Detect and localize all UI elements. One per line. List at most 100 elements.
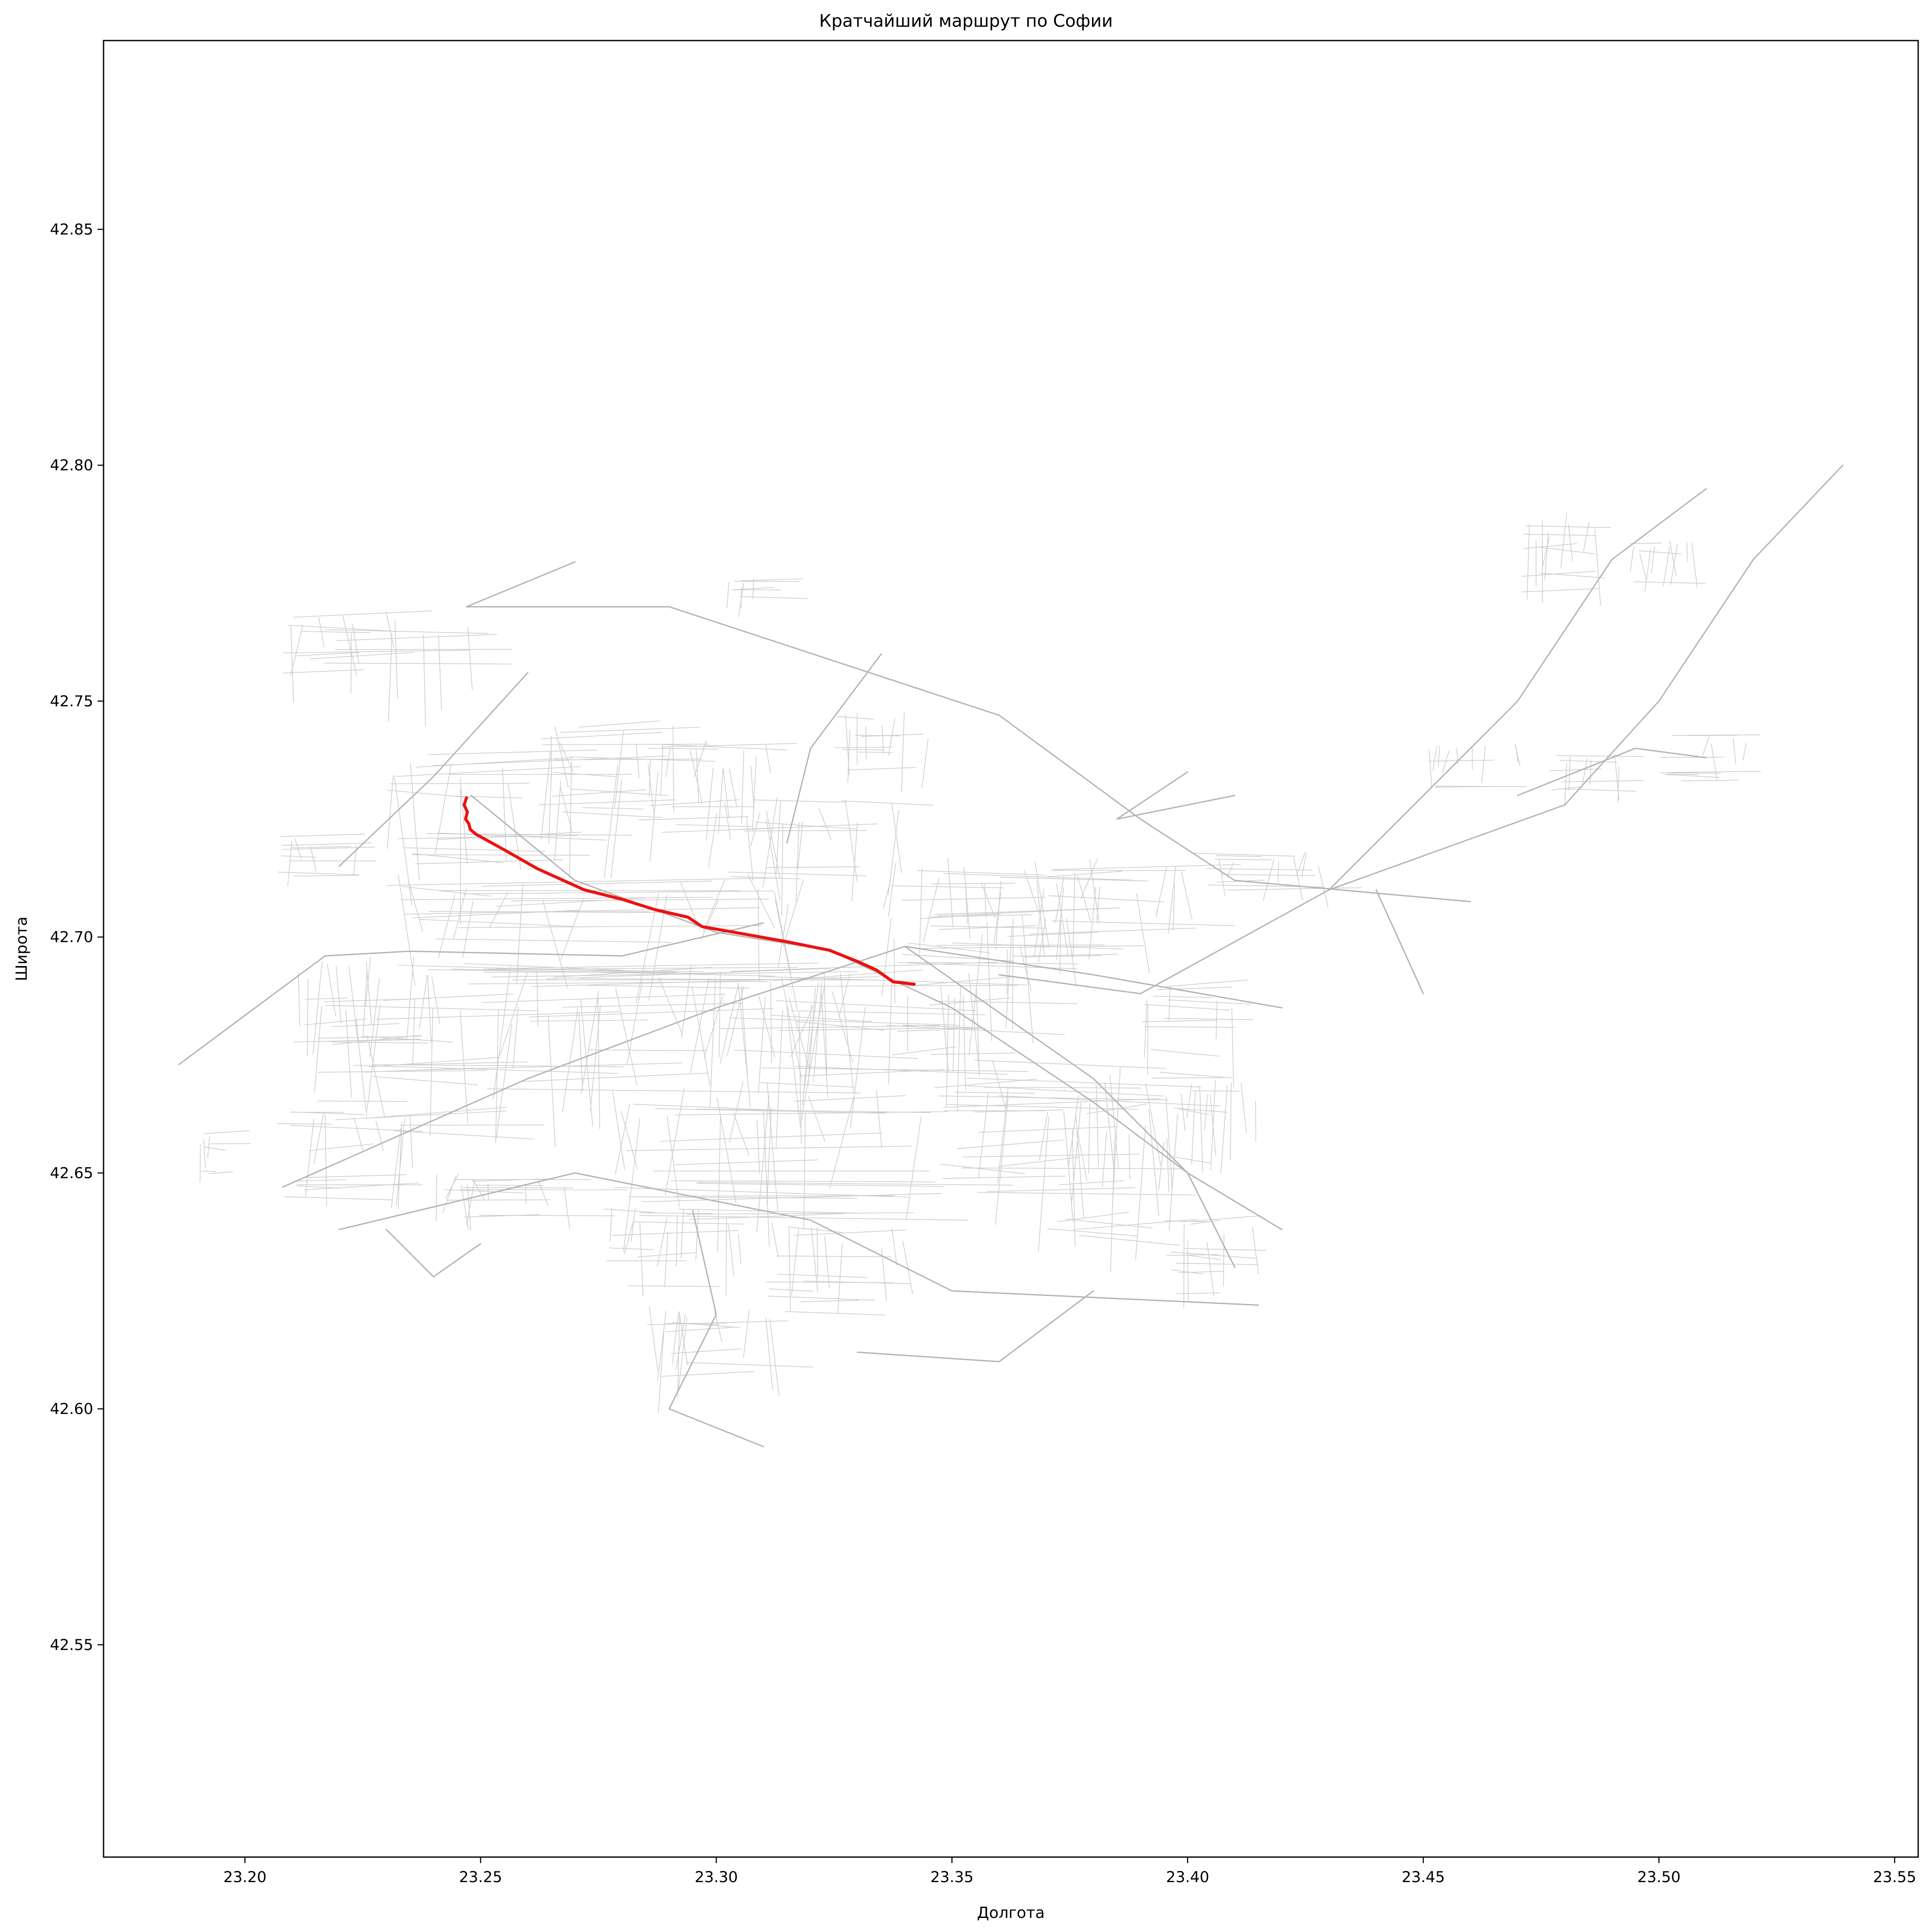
street-segment: [1174, 1107, 1209, 1115]
street-segment: [940, 1164, 1026, 1174]
street-segment: [1670, 544, 1678, 585]
street-segment: [995, 1097, 1009, 1225]
street-segment: [365, 961, 372, 1026]
street-segment: [774, 891, 792, 975]
street-segment: [1589, 760, 1592, 785]
street-segment: [204, 1130, 250, 1134]
street-segment: [302, 631, 370, 633]
street-segment: [615, 988, 638, 1086]
street-segment: [839, 973, 850, 1017]
street-segment: [318, 1070, 486, 1073]
street-segment: [648, 748, 719, 749]
street-segment: [542, 743, 709, 745]
street-segment: [1104, 1082, 1114, 1171]
street-segment: [610, 779, 622, 878]
street-segment: [1039, 1111, 1048, 1161]
street-segment: [391, 1127, 401, 1208]
street-segment: [1063, 1110, 1073, 1222]
street-segment: [1112, 1067, 1121, 1205]
street-segment: [293, 610, 433, 618]
street-segment: [396, 1118, 406, 1206]
street-segment: [529, 1008, 774, 1017]
street-segment: [907, 962, 1079, 964]
street-segment: [1168, 866, 1176, 934]
street-segment: [1215, 1001, 1218, 1039]
street-segment: [821, 991, 828, 1098]
street-segment: [670, 1180, 935, 1182]
street-segment: [1240, 1083, 1247, 1133]
street-segment: [281, 842, 371, 846]
street-segment: [1171, 1269, 1204, 1275]
street-segment: [969, 933, 983, 1055]
street-segment: [765, 1318, 773, 1390]
street-district: [647, 1306, 813, 1413]
street-segment: [1056, 883, 1069, 956]
street-segment: [664, 1231, 668, 1288]
street-district: [1165, 1080, 1256, 1190]
street-segment: [296, 652, 360, 656]
street-segment: [649, 1306, 658, 1371]
street-segment: [767, 1295, 875, 1301]
street-segment: [1278, 861, 1279, 882]
street-segment: [305, 1119, 315, 1197]
street-district: [538, 721, 716, 841]
street-segment: [1158, 1142, 1164, 1191]
street-segment: [977, 1192, 1195, 1196]
street-segment: [345, 1009, 352, 1098]
street-segment: [797, 822, 803, 869]
street-segment: [1523, 534, 1595, 536]
street-segment: [1171, 1251, 1257, 1259]
street-segment: [628, 1196, 857, 1199]
street-segment: [791, 1227, 799, 1295]
street-segment: [538, 799, 676, 805]
street-segment: [1296, 852, 1306, 876]
street-segment: [467, 627, 473, 690]
street-segment: [553, 772, 616, 777]
street-segment: [824, 972, 828, 1075]
street-segment: [536, 971, 538, 1026]
street-segment: [463, 1187, 574, 1189]
street-segment: [1019, 947, 1032, 992]
street-segment: [1145, 1083, 1161, 1165]
street-segment: [783, 879, 804, 947]
street-segment: [981, 882, 996, 919]
street-segment: [957, 1140, 1064, 1149]
street-segment: [580, 991, 599, 1095]
street-segment: [1144, 999, 1148, 1058]
street-segment: [287, 841, 292, 886]
street-segment: [1617, 766, 1620, 803]
street-segment: [416, 757, 573, 768]
street-segment: [729, 768, 737, 808]
street-segment: [1075, 1114, 1084, 1218]
street-segment: [431, 976, 440, 1024]
street-segment: [1109, 1075, 1119, 1168]
street-segment: [1178, 1271, 1224, 1273]
street-segment: [658, 1325, 665, 1413]
street-segment: [1231, 1008, 1234, 1087]
x-axis-label: Долгота: [977, 1904, 1045, 1922]
street-segment: [1559, 760, 1617, 763]
street-segment: [1263, 859, 1274, 901]
street-segment: [771, 1015, 872, 1022]
street-segment: [560, 727, 700, 733]
street-segment: [461, 1184, 469, 1231]
street-segment: [394, 620, 398, 699]
street-segment: [563, 1003, 743, 1008]
street-district: [834, 712, 934, 806]
street-segment: [317, 1100, 408, 1102]
street-segment: [1481, 745, 1486, 784]
main-road: [998, 464, 1844, 995]
street-segment: [436, 831, 582, 840]
street-segment: [1568, 757, 1570, 791]
x-tick-label: 23.20: [223, 1869, 267, 1886]
x-tick-label: 23.45: [1402, 1869, 1445, 1886]
street-segment: [280, 834, 365, 837]
street-segment: [1633, 581, 1706, 584]
street-segment: [800, 1069, 945, 1077]
street-segment: [335, 649, 513, 650]
street-segment: [946, 1104, 1138, 1110]
street-segment: [1252, 1227, 1259, 1274]
street-segment: [463, 963, 623, 971]
street-segment: [837, 1243, 843, 1314]
street-segment: [676, 824, 753, 827]
